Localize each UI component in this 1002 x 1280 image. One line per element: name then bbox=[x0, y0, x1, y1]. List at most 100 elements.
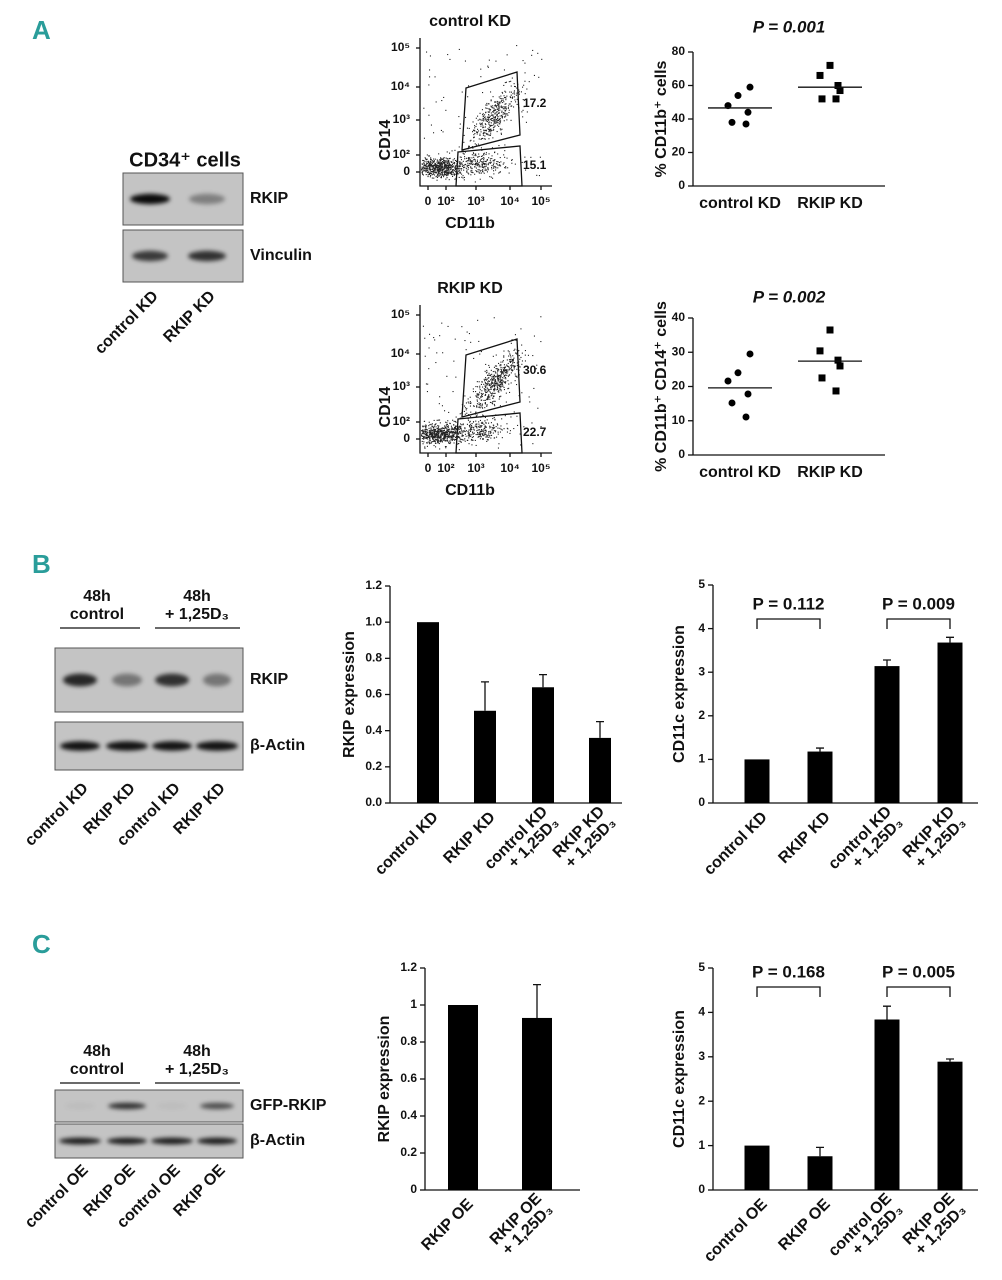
event-dot bbox=[500, 105, 502, 107]
event-dot bbox=[492, 105, 494, 107]
event-dot bbox=[461, 326, 463, 328]
event-dot bbox=[468, 158, 470, 160]
bar bbox=[532, 687, 554, 803]
event-dot bbox=[507, 114, 509, 116]
event-dot bbox=[533, 335, 535, 337]
event-dot bbox=[483, 428, 485, 430]
event-dot bbox=[440, 162, 442, 164]
event-dot bbox=[490, 437, 492, 439]
event-dot bbox=[429, 165, 431, 167]
event-dot bbox=[430, 165, 432, 167]
y-tick-label: 0.6 bbox=[400, 1071, 417, 1085]
event-dot bbox=[445, 109, 447, 111]
event-dot bbox=[470, 174, 472, 176]
event-dot bbox=[442, 168, 444, 170]
event-dot bbox=[431, 177, 433, 179]
event-dot bbox=[520, 328, 522, 330]
event-dot bbox=[435, 362, 437, 364]
event-dot bbox=[499, 115, 501, 117]
bar bbox=[807, 1156, 833, 1190]
event-dot bbox=[437, 432, 439, 434]
event-dot bbox=[459, 156, 461, 158]
event-dot bbox=[478, 393, 480, 395]
event-dot bbox=[497, 383, 499, 385]
event-dot bbox=[482, 429, 484, 431]
event-dot bbox=[490, 395, 492, 397]
event-dot bbox=[471, 444, 473, 446]
event-dot bbox=[512, 362, 514, 364]
event-dot bbox=[464, 164, 466, 166]
event-dot bbox=[477, 171, 479, 173]
event-dot bbox=[479, 426, 481, 428]
point bbox=[744, 390, 752, 398]
event-dot bbox=[438, 169, 440, 171]
event-dot bbox=[443, 157, 445, 159]
event-dot bbox=[481, 403, 483, 405]
blot-band bbox=[59, 1137, 101, 1145]
event-dot bbox=[430, 442, 432, 444]
event-dot bbox=[448, 159, 450, 161]
event-dot bbox=[500, 106, 502, 108]
event-dot bbox=[444, 439, 446, 441]
event-dot bbox=[430, 433, 432, 435]
event-dot bbox=[470, 428, 472, 430]
event-dot bbox=[439, 422, 441, 424]
event-dot bbox=[483, 378, 485, 380]
event-dot bbox=[499, 405, 501, 407]
event-dot bbox=[426, 164, 428, 166]
event-dot bbox=[433, 428, 435, 430]
event-dot bbox=[450, 435, 452, 437]
event-dot bbox=[490, 119, 492, 121]
event-dot bbox=[428, 429, 430, 431]
event-dot bbox=[487, 128, 489, 130]
event-dot bbox=[470, 163, 472, 165]
event-dot bbox=[506, 371, 508, 373]
event-dot bbox=[488, 153, 490, 155]
y-tick-label: 0 bbox=[678, 447, 685, 461]
event-dot bbox=[482, 161, 484, 163]
blot-band bbox=[107, 1137, 147, 1145]
event-dot bbox=[490, 91, 492, 93]
event-dot bbox=[470, 435, 472, 437]
event-dot bbox=[479, 419, 481, 421]
event-dot bbox=[491, 427, 493, 429]
event-dot bbox=[497, 375, 499, 377]
event-dot bbox=[441, 434, 443, 436]
event-dot bbox=[482, 163, 484, 165]
event-dot bbox=[437, 426, 439, 428]
event-dot bbox=[520, 444, 522, 446]
event-dot bbox=[431, 425, 433, 427]
event-dot bbox=[482, 157, 484, 159]
event-dot bbox=[479, 170, 481, 172]
event-dot bbox=[472, 431, 474, 433]
event-dot bbox=[440, 435, 442, 437]
event-dot bbox=[511, 105, 513, 107]
event-dot bbox=[489, 162, 491, 164]
event-dot bbox=[434, 429, 436, 431]
event-dot bbox=[501, 379, 503, 381]
event-dot bbox=[503, 95, 505, 97]
event-dot bbox=[445, 161, 447, 163]
event-dot bbox=[473, 158, 475, 160]
event-dot bbox=[513, 368, 515, 370]
event-dot bbox=[487, 374, 489, 376]
event-dot bbox=[537, 407, 539, 409]
event-dot bbox=[506, 365, 508, 367]
event-dot bbox=[436, 166, 438, 168]
event-dot bbox=[494, 159, 496, 161]
event-dot bbox=[440, 159, 442, 161]
event-dot bbox=[501, 116, 503, 118]
event-dot bbox=[434, 164, 436, 166]
point bbox=[734, 369, 742, 377]
point bbox=[746, 350, 754, 358]
event-dot bbox=[441, 174, 443, 176]
event-dot bbox=[486, 439, 488, 441]
event-dot bbox=[480, 172, 482, 174]
event-dot bbox=[476, 381, 478, 383]
event-dot bbox=[445, 164, 447, 166]
y-axis-label: RKIP expression bbox=[376, 1016, 393, 1143]
flow-xtick-label: 10⁵ bbox=[532, 194, 551, 208]
event-dot bbox=[479, 178, 481, 180]
event-dot bbox=[443, 439, 445, 441]
event-dot bbox=[445, 432, 447, 434]
